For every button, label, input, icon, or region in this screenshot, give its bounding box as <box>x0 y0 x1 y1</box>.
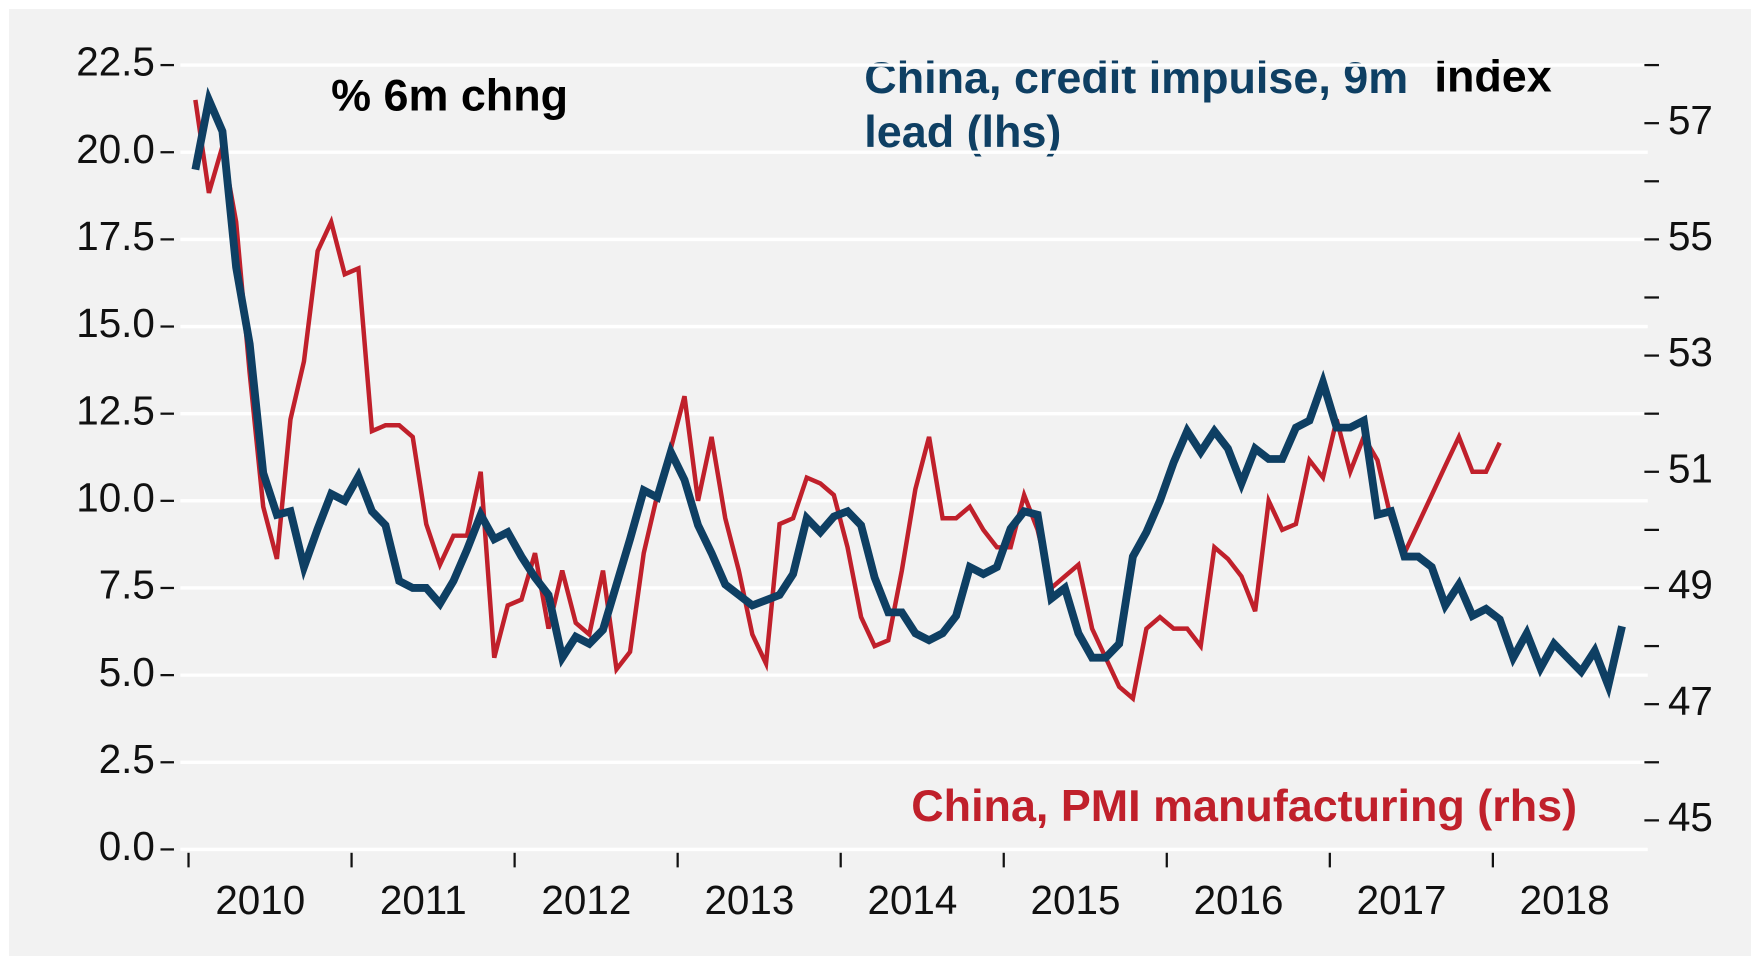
y-tick-label: 12.5 <box>76 387 155 433</box>
x-tick-label: 2016 <box>1194 877 1284 923</box>
y-tick-label: 5.0 <box>99 649 155 695</box>
y-tick-label: 15.0 <box>76 300 155 346</box>
y2-tick-label: 49 <box>1668 562 1713 608</box>
legend-label: China, credit impulse, 9m lead (lhs) <box>864 53 1409 158</box>
y-tick-label: 7.5 <box>99 562 155 608</box>
right-axis-unit: Index <box>1434 51 1551 102</box>
x-tick-label: 2014 <box>867 877 957 923</box>
x-tick-label: 2012 <box>541 877 631 923</box>
y-tick-label: 17.5 <box>76 213 155 259</box>
legend-series-1: China, PMI manufacturing (rhs) <box>911 780 1577 831</box>
x-tick-label: 2015 <box>1031 877 1121 923</box>
y2-tick-label: 51 <box>1668 445 1713 491</box>
y-tick-label: 22.5 <box>76 39 155 85</box>
y-tick-label: 0.0 <box>99 823 155 869</box>
y2-tick-label: 57 <box>1668 97 1713 143</box>
y2-tick-label: 47 <box>1668 678 1713 724</box>
series-line <box>193 99 1502 703</box>
x-tick-label: 2011 <box>380 877 467 923</box>
y2-tick-label: 53 <box>1668 329 1713 375</box>
plot-background <box>8 8 1752 957</box>
x-tick-label: 2018 <box>1520 877 1610 923</box>
y2-tick-label: 45 <box>1668 794 1713 840</box>
y-tick-label: 20.0 <box>76 126 155 172</box>
x-tick-label: 2017 <box>1357 877 1447 923</box>
legend-series-0: China, credit impulse, 9m lead (lhs) <box>864 53 1409 158</box>
left-axis-unit: % 6m chng <box>331 70 568 121</box>
y-tick-label: 10.0 <box>76 475 155 521</box>
x-tick-label: 2013 <box>704 877 794 923</box>
y-tick-label: 2.5 <box>99 736 155 782</box>
y2-tick-label: 55 <box>1668 213 1713 259</box>
series-line <box>191 86 1626 699</box>
x-tick-label: 2010 <box>215 877 305 923</box>
